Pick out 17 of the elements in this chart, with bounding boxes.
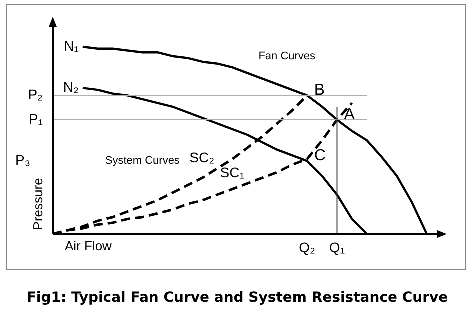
ref-line-label: P₁ <box>28 110 44 127</box>
annotation: B <box>314 82 325 100</box>
series-label: N₂ <box>63 79 79 96</box>
y-axis-title: Pressure <box>30 178 46 230</box>
annotation: Fan Curves <box>258 50 316 62</box>
ref-line-label: P₂ <box>28 86 43 103</box>
annotation: A <box>344 106 356 124</box>
annotation: System Curves <box>105 155 180 168</box>
text: Fig1: Typical Fan Curve and System Resistance Curve <box>26 290 450 306</box>
x-tick-label: Q₂ <box>299 239 316 256</box>
series-label: SC₁ <box>220 164 245 181</box>
x-axis-title: Air Flow <box>65 238 113 254</box>
legend-label: N₁ <box>64 38 80 54</box>
text: P₃ <box>16 152 31 168</box>
annotation: C <box>314 148 326 165</box>
x-tick-label: Q₁ <box>329 239 346 256</box>
series-label: SC₂ <box>190 150 215 166</box>
